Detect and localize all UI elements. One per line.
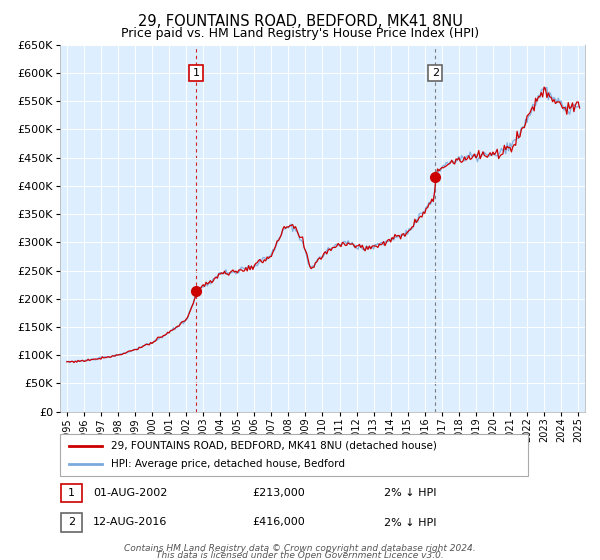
Text: 29, FOUNTAINS ROAD, BEDFORD, MK41 8NU: 29, FOUNTAINS ROAD, BEDFORD, MK41 8NU [137, 14, 463, 29]
Text: This data is licensed under the Open Government Licence v3.0.: This data is licensed under the Open Gov… [156, 551, 444, 560]
Text: 2% ↓ HPI: 2% ↓ HPI [384, 517, 437, 528]
FancyBboxPatch shape [60, 434, 528, 476]
Text: 2% ↓ HPI: 2% ↓ HPI [384, 488, 437, 498]
Text: 1: 1 [68, 488, 75, 498]
Text: £213,000: £213,000 [252, 488, 305, 498]
Text: 2: 2 [432, 68, 439, 78]
Text: HPI: Average price, detached house, Bedford: HPI: Average price, detached house, Bedf… [112, 459, 346, 469]
Text: Price paid vs. HM Land Registry's House Price Index (HPI): Price paid vs. HM Land Registry's House … [121, 27, 479, 40]
Text: Contains HM Land Registry data © Crown copyright and database right 2024.: Contains HM Land Registry data © Crown c… [124, 544, 476, 553]
FancyBboxPatch shape [61, 484, 82, 502]
Text: 1: 1 [193, 68, 200, 78]
Text: 01-AUG-2002: 01-AUG-2002 [93, 488, 167, 498]
Text: 12-AUG-2016: 12-AUG-2016 [93, 517, 167, 528]
Text: 2: 2 [68, 517, 75, 528]
Text: £416,000: £416,000 [252, 517, 305, 528]
Text: 29, FOUNTAINS ROAD, BEDFORD, MK41 8NU (detached house): 29, FOUNTAINS ROAD, BEDFORD, MK41 8NU (d… [112, 441, 437, 451]
FancyBboxPatch shape [61, 514, 82, 531]
